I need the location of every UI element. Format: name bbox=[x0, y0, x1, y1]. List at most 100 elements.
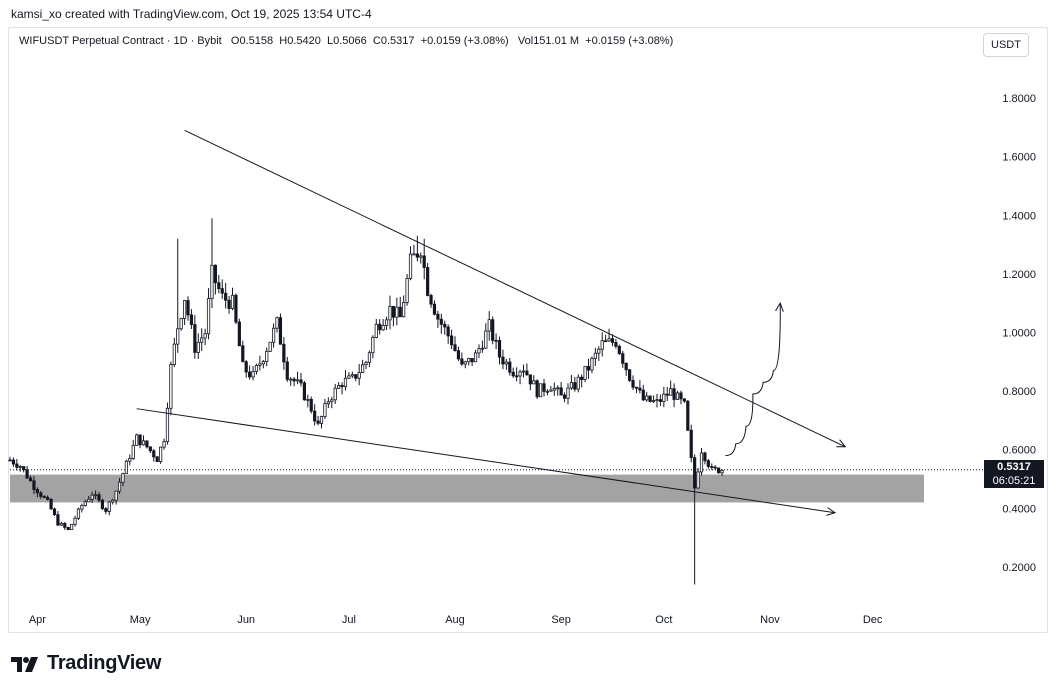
tradingview-logo[interactable]: TradingView bbox=[11, 652, 161, 675]
candle-body bbox=[354, 374, 358, 379]
candle-body bbox=[340, 384, 344, 388]
x-axis-tick-label: Oct bbox=[655, 614, 672, 626]
candle-body bbox=[193, 324, 197, 353]
candle-body bbox=[83, 501, 87, 506]
candle-body bbox=[176, 328, 180, 345]
candle-body bbox=[477, 348, 481, 354]
x-axis-tick-label: Apr bbox=[29, 614, 46, 626]
candle-body bbox=[210, 264, 214, 299]
candle-body bbox=[87, 498, 91, 503]
candle-body bbox=[597, 348, 601, 354]
candle-body bbox=[645, 395, 649, 401]
candle-body bbox=[299, 379, 303, 384]
symbol-name[interactable]: WIFUSDT Perpetual Contract · 1D · Bybit bbox=[19, 35, 222, 47]
candle-body bbox=[658, 399, 663, 402]
candle-body bbox=[148, 446, 152, 452]
candle-body bbox=[343, 377, 348, 388]
candle-body bbox=[515, 375, 519, 378]
candle-body bbox=[8, 459, 12, 462]
change-value: +0.0159 (+3.08%) bbox=[420, 35, 509, 47]
candle-body bbox=[675, 392, 680, 400]
candle-body bbox=[604, 340, 608, 343]
candle-body bbox=[419, 255, 423, 258]
candle-body bbox=[213, 264, 217, 284]
candle-body bbox=[330, 399, 334, 403]
candle-body bbox=[569, 382, 574, 389]
candle-body bbox=[566, 387, 570, 399]
candle-body bbox=[367, 352, 372, 363]
candle-body bbox=[439, 318, 443, 325]
tradingview-brand-name: TradingView bbox=[47, 652, 162, 674]
candle-body bbox=[59, 523, 63, 526]
candle-body bbox=[590, 357, 594, 371]
candle-body bbox=[196, 341, 200, 353]
candle-body bbox=[600, 340, 604, 350]
candle-body bbox=[717, 467, 721, 474]
candle-body bbox=[97, 494, 101, 501]
candle-body bbox=[562, 394, 567, 399]
y-axis-tick-label: 0.4000 bbox=[1002, 503, 1036, 515]
candle-body bbox=[350, 374, 354, 377]
candle-body bbox=[230, 294, 235, 309]
y-axis-tick-label: 1.4000 bbox=[1002, 210, 1036, 222]
candle-body bbox=[76, 508, 81, 519]
candle-body bbox=[254, 364, 259, 372]
candle-body bbox=[203, 333, 207, 339]
candle-body bbox=[347, 375, 351, 379]
candle-body bbox=[241, 345, 245, 363]
candle-body bbox=[521, 370, 526, 373]
candle-body bbox=[93, 494, 98, 497]
candle-body bbox=[114, 490, 118, 501]
candle-body bbox=[395, 306, 399, 318]
candle-body bbox=[159, 446, 163, 462]
candle-body bbox=[426, 267, 430, 296]
bar-countdown-label: 06:05:21 bbox=[984, 474, 1044, 488]
candle-body bbox=[710, 466, 714, 468]
volume-value: 151.01 M bbox=[533, 35, 580, 47]
open-label: O bbox=[230, 35, 240, 47]
candle-body bbox=[648, 395, 652, 402]
candle-body bbox=[484, 330, 488, 349]
candle-body bbox=[261, 361, 265, 365]
candle-body bbox=[128, 458, 132, 462]
projection-path bbox=[725, 303, 781, 457]
candle-body bbox=[693, 457, 697, 489]
candle-body bbox=[326, 401, 330, 405]
tradingview-logo-icon bbox=[11, 656, 38, 672]
projection-arrowhead bbox=[775, 302, 784, 312]
candle-body bbox=[189, 314, 194, 325]
support-zone bbox=[10, 474, 924, 503]
candle-body bbox=[275, 317, 279, 329]
symbol-legend: WIFUSDT Perpetual Contract · 1D · Bybit … bbox=[19, 35, 673, 47]
candle-body bbox=[528, 374, 532, 385]
candle-body bbox=[405, 278, 409, 303]
candle-body bbox=[111, 499, 115, 503]
candle-body bbox=[234, 294, 238, 323]
trendline-upper-arrowhead bbox=[836, 439, 847, 448]
candle-body bbox=[295, 379, 300, 382]
candle-body bbox=[494, 339, 498, 342]
candle-body bbox=[631, 380, 635, 388]
candle-body bbox=[532, 380, 536, 385]
y-axis-tick-label: 1.0000 bbox=[1002, 328, 1036, 340]
candle-body bbox=[672, 388, 676, 400]
candle-body bbox=[172, 343, 176, 365]
candle-body bbox=[282, 343, 286, 363]
candle-body bbox=[504, 361, 508, 365]
candle-body bbox=[446, 326, 450, 337]
x-axis-tick-label: Jun bbox=[237, 614, 255, 626]
candle-body bbox=[552, 387, 556, 391]
currency-button[interactable]: USDT bbox=[983, 33, 1029, 57]
candle-body bbox=[453, 344, 457, 352]
candle-body bbox=[641, 389, 645, 401]
candle-body bbox=[73, 517, 77, 525]
candle-body bbox=[720, 470, 724, 474]
candle-body bbox=[628, 369, 632, 381]
candle-body bbox=[610, 338, 615, 343]
candle-body bbox=[364, 361, 368, 366]
candle-body bbox=[593, 352, 597, 359]
x-axis-tick-label: Dec bbox=[863, 614, 883, 626]
trendline-lower bbox=[136, 408, 836, 514]
candle-body bbox=[422, 255, 426, 268]
